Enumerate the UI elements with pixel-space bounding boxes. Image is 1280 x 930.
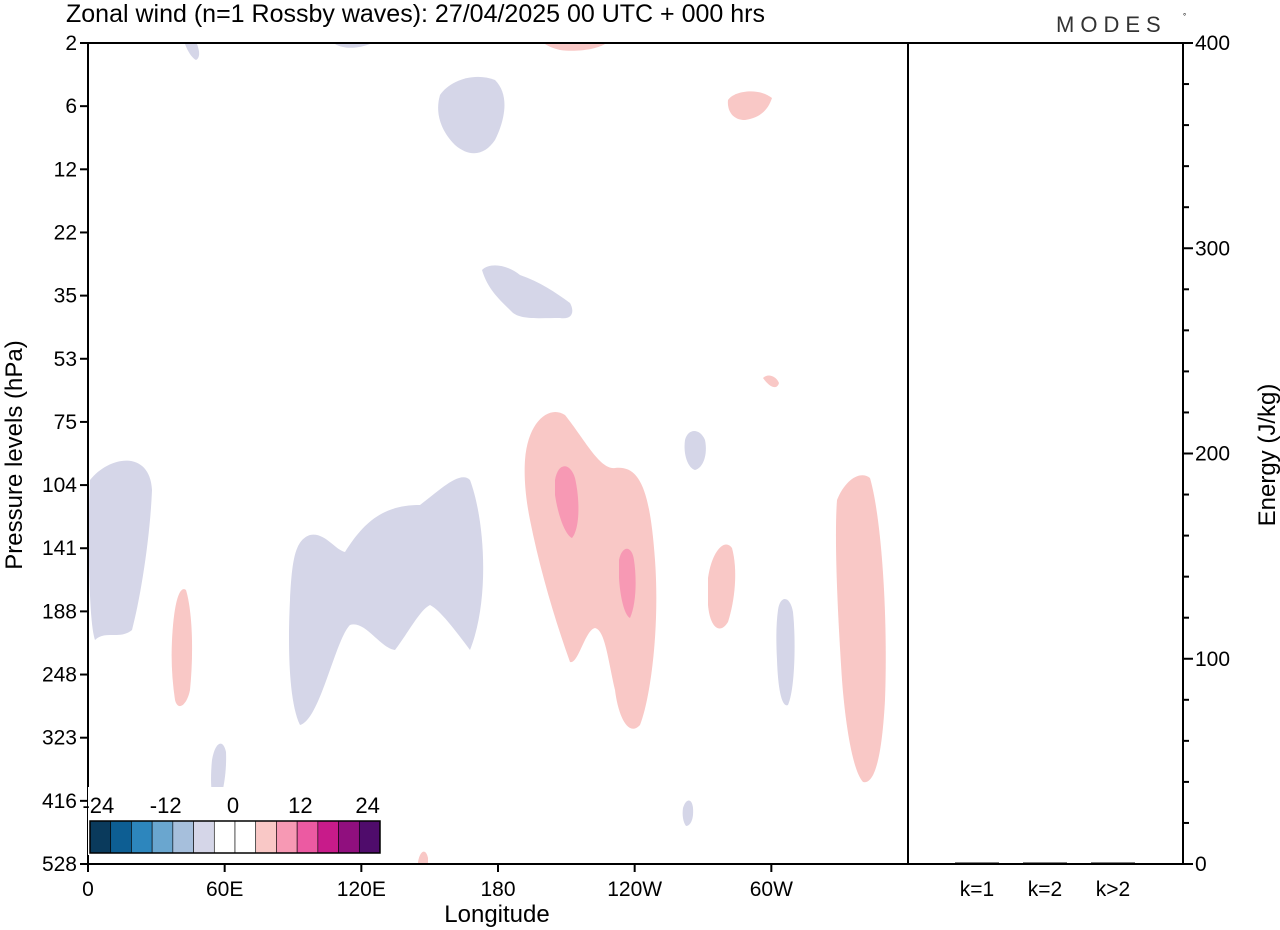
colorbar-swatch	[131, 820, 153, 854]
negative-anomaly-region	[289, 477, 484, 725]
positive-anomaly-region	[835, 475, 886, 783]
negative-anomaly-region	[776, 598, 795, 706]
positive-anomaly-region	[763, 375, 779, 388]
energy-tick-label: 300	[1195, 237, 1230, 260]
colorbar-swatch	[234, 820, 257, 854]
energy-bar	[955, 862, 999, 864]
colorbar-frame	[89, 820, 381, 854]
colorbar-tick-label: 24	[355, 793, 379, 818]
colorbar-tick-label: -12	[150, 793, 182, 818]
energy-category-label: k=2	[1028, 878, 1062, 901]
colorbar-swatch	[151, 820, 174, 854]
y-tick-label: 188	[42, 600, 77, 623]
energy-bar	[1091, 862, 1135, 864]
pressure-axis: 2 6 12 22 35 53 75 104 141 188 248 323 416 528	[42, 32, 88, 876]
y-tick-label: 416	[42, 790, 77, 813]
positive-anomaly-region	[524, 412, 657, 729]
positive-anomaly-region	[418, 851, 428, 863]
x-tick-label: 120W	[607, 878, 662, 901]
y-tick-label: 6	[65, 95, 77, 118]
chart-title: Zonal wind (n=1 Rossby waves): 27/04/202…	[66, 0, 765, 28]
y-tick-label: 53	[54, 348, 77, 371]
logo-mark: °	[1183, 12, 1186, 21]
y-tick-label: 22	[54, 221, 77, 244]
colorbar: -24 -12 0 12 24	[82, 787, 382, 855]
energy-plot-frame	[907, 42, 1184, 865]
colorbar-swatch	[213, 820, 236, 854]
colorbar-tick-label: 12	[288, 793, 312, 818]
negative-anomaly-region	[482, 265, 573, 319]
colorbar-swatch	[89, 820, 112, 854]
energy-tick-label: 0	[1195, 853, 1207, 876]
modes-logo: MODES	[1056, 12, 1167, 37]
colorbar-swatch	[358, 820, 381, 854]
y-tick-label: 12	[54, 158, 77, 181]
y-tick-label: 75	[54, 411, 77, 434]
negative-anomaly-region	[684, 431, 706, 470]
y-tick-label: 104	[42, 474, 77, 497]
x-tick-label: 0	[82, 878, 94, 901]
energy-category-label: k=1	[960, 878, 994, 901]
y-tick-label: 323	[42, 727, 77, 750]
x-tick-label: 60W	[750, 878, 793, 901]
colorbar-swatch	[193, 820, 215, 854]
y-tick-label: 35	[54, 285, 77, 308]
y-tick-label: 528	[42, 853, 77, 876]
y-axis-label: Pressure levels (hPa)	[1, 340, 28, 569]
energy-category-label: k>2	[1096, 878, 1130, 901]
negative-anomaly-region	[88, 460, 152, 640]
energy-tick-label: 200	[1195, 443, 1230, 466]
y-tick-label: 141	[42, 537, 77, 560]
energy-tick-label: 400	[1195, 32, 1230, 55]
colorbar-swatch	[255, 820, 277, 854]
positive-anomaly-region	[171, 589, 193, 707]
energy-axis: 0 100 200 300 400	[1183, 32, 1230, 876]
positive-anomaly-region	[727, 91, 772, 120]
colorbar-tick-label: -24	[82, 793, 114, 818]
energy-axis-label: Energy (J/kg)	[1254, 384, 1280, 527]
positive-anomaly-region	[555, 466, 579, 538]
colorbar-swatch	[110, 820, 132, 854]
negative-anomaly-region	[438, 76, 505, 154]
x-tick-label: 120E	[337, 878, 386, 901]
y-tick-label: 248	[42, 664, 77, 687]
colorbar-swatch	[317, 820, 339, 854]
colorbar-swatch	[276, 820, 298, 854]
positive-anomaly-region	[708, 544, 736, 629]
colorbar-swatch	[338, 820, 360, 854]
contour-field	[88, 44, 886, 863]
energy-tick-label: 100	[1195, 648, 1230, 671]
negative-anomaly-region	[185, 44, 200, 60]
positive-anomaly-region	[619, 548, 636, 618]
colorbar-swatch	[296, 820, 319, 854]
positive-anomaly-region	[545, 44, 605, 51]
x-tick-label: 60E	[206, 878, 243, 901]
main-plot-frame	[87, 42, 909, 865]
energy-bar	[1023, 862, 1067, 864]
x-axis-label: Longitude	[444, 901, 549, 928]
energy-bars: k=1 k=2 k>2	[955, 862, 1135, 901]
longitude-axis: 0 60E 120E 180 120W 60W	[82, 864, 793, 901]
negative-anomaly-region	[682, 800, 694, 826]
y-tick-label: 2	[65, 32, 77, 55]
colorbar-swatch	[172, 820, 194, 854]
negative-anomaly-region	[335, 44, 370, 48]
colorbar-tick-label: 0	[227, 793, 239, 818]
x-tick-label: 180	[480, 878, 515, 901]
